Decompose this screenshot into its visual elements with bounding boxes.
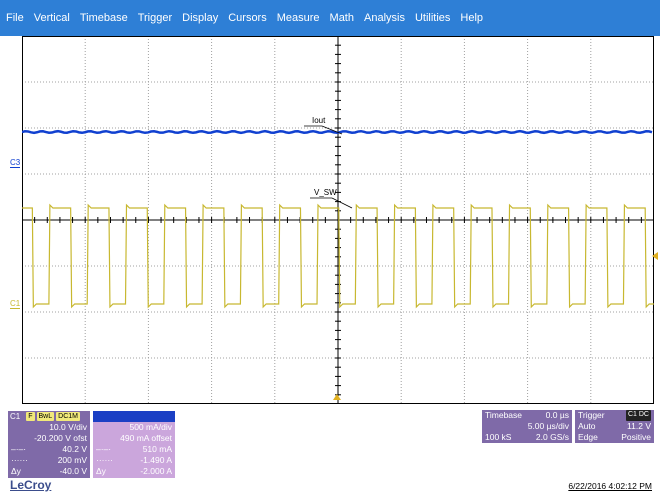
c1-waveform-trace — [22, 203, 654, 309]
timebase-label: Timebase — [485, 410, 523, 420]
capture-timestamp: 6/22/2016 4:02:12 PM — [568, 481, 652, 491]
channel3-info-panel[interactable]: 500 mA/div 490 mA offset –·–· 510 mA ····… — [93, 411, 175, 478]
trigger-label: Trigger — [578, 410, 605, 420]
channel1-delta: -40.0 V — [59, 466, 87, 476]
channel1-scale: 10.0 V/div — [49, 422, 87, 432]
channel3-scale: 500 mA/div — [129, 422, 172, 432]
menu-trigger[interactable]: Trigger — [137, 12, 173, 24]
center-axes — [22, 36, 654, 404]
trigger-type: Edge — [578, 432, 598, 442]
menu-analysis[interactable]: Analysis — [364, 12, 405, 24]
channel3-cursor2: -1.490 A — [140, 455, 172, 465]
trigger-position-marker[interactable] — [333, 394, 341, 400]
menu-display[interactable]: Display — [182, 12, 219, 24]
c3-ground-marker[interactable]: C3 — [10, 158, 21, 168]
channel1-badge-f: F — [26, 412, 35, 421]
trigger-slope: Positive — [621, 432, 651, 442]
channel1-cursor2: 200 mV — [57, 455, 87, 465]
channel3-header — [93, 411, 175, 422]
channel1-offset: -20.200 V ofst — [34, 433, 87, 443]
channel3-cursor1: 510 mA — [142, 444, 172, 454]
cursor1-dashdot-icon: –·–· — [11, 444, 27, 454]
timebase-delay: 0.0 µs — [545, 410, 569, 420]
timebase-rate: 2.0 GS/s — [535, 432, 569, 442]
menu-vertical[interactable]: Vertical — [33, 12, 70, 24]
channel1-header: C1 F BwL DC1M — [8, 411, 90, 422]
menu-timebase[interactable]: Timebase — [79, 12, 128, 24]
channel1-delta-label: Δy — [11, 466, 21, 476]
c1-ground-marker[interactable]: C1 — [10, 299, 21, 309]
channel3-offset: 490 mA offset — [120, 433, 172, 443]
trigger-panel[interactable]: Trigger C1 DC Auto 11.2 V Edge Positive — [575, 410, 654, 443]
iout-label-arrow — [321, 125, 343, 135]
c3-waveform-trace — [22, 129, 653, 135]
menu-measure[interactable]: Measure — [276, 12, 320, 24]
menu-file[interactable]: File — [6, 12, 24, 24]
vsw-label: V_SW — [314, 188, 337, 197]
vsw-label-arrow — [331, 197, 353, 209]
menu-cursors[interactable]: Cursors — [228, 12, 267, 24]
channel3-delta-label: Δy — [96, 466, 106, 476]
iout-label: Iout — [312, 116, 326, 125]
trigger-level: 11.2 V — [627, 421, 651, 431]
brand-logo: LeCroy — [10, 478, 52, 492]
menu-math[interactable]: Math — [329, 12, 354, 24]
timebase-per-div: 5.00 µs/div — [527, 421, 569, 431]
channel3-delta: -2.000 A — [140, 466, 172, 476]
menu-utilities[interactable]: Utilities — [414, 12, 451, 24]
channel1-info-panel[interactable]: C1 F BwL DC1M 10.0 V/div -20.200 V ofst … — [8, 411, 90, 478]
menu-bar: File Vertical Timebase Trigger Display Cursor… — [0, 0, 660, 36]
scope-display[interactable]: Iout V_SW — [22, 36, 654, 404]
cursor1-dashdot-icon: –·–· — [96, 444, 112, 454]
cursor2-dotted-icon: ······ — [96, 455, 113, 465]
timebase-panel[interactable]: Timebase 0.0 µs 5.00 µs/div 100 kS 2.0 GS/… — [482, 410, 572, 443]
cursor2-dotted-icon: ······ — [11, 455, 28, 465]
timebase-samples: 100 kS — [485, 432, 512, 442]
trigger-source-badge: C1 DC — [625, 410, 651, 421]
channel1-cursor1: 40.2 V — [62, 444, 87, 454]
channel1-name: C1 — [10, 412, 21, 421]
channel1-badge-coupling: DC1M — [56, 412, 80, 421]
menu-help[interactable]: Help — [460, 12, 484, 24]
channel1-badge-bwl: BwL — [36, 412, 55, 421]
trigger-level-marker[interactable] — [652, 252, 658, 260]
trigger-mode: Auto — [578, 421, 596, 431]
